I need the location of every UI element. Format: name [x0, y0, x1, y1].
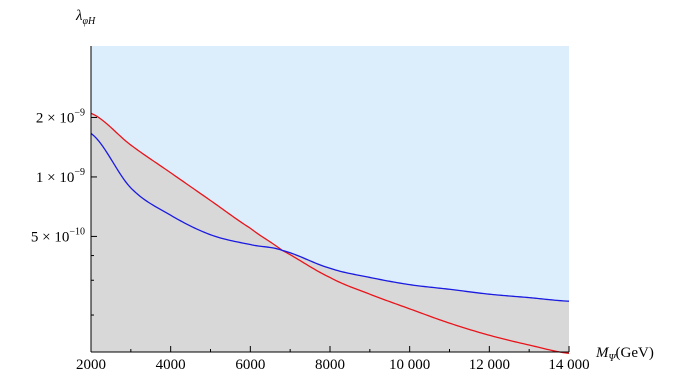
- series-line-1: [90, 112, 570, 354]
- x-tick-label: 6000: [235, 357, 265, 373]
- x-tick-label: 8000: [315, 357, 345, 373]
- y-tick-label: 1 × 10−9: [36, 167, 85, 186]
- y-tick-label: 2 × 10−9: [36, 107, 85, 126]
- x-axis-label-sub: Ψ: [609, 353, 617, 364]
- x-ticks: 2000 4000 6000 8000 10 000 12 000 14 000: [76, 346, 590, 373]
- y-axis-label-sub: φH: [83, 16, 97, 27]
- y-tick-label: 5 × 10−10: [31, 226, 85, 245]
- x-tick-label: 4000: [156, 357, 186, 373]
- y-ticks: 2 × 10−9 1 × 10−9 5 × 10−10: [31, 107, 97, 316]
- series-layer: [90, 112, 570, 354]
- x-axis-label-symbol: M: [595, 345, 610, 361]
- x-axis-label: MΨ(GeV): [595, 345, 654, 364]
- excluded-region: [91, 113, 569, 352]
- x-tick-label: 2000: [76, 357, 106, 373]
- series-line-2: [90, 132, 570, 302]
- y-axis-label-symbol: λ: [75, 8, 83, 24]
- y-axis-label: λφH: [75, 8, 96, 27]
- x-axis-label-unit: (GeV): [616, 345, 654, 361]
- x-tick-label: 14 000: [548, 357, 589, 373]
- x-tick-label: 10 000: [389, 357, 430, 373]
- x-tick-label: 12 000: [469, 357, 510, 373]
